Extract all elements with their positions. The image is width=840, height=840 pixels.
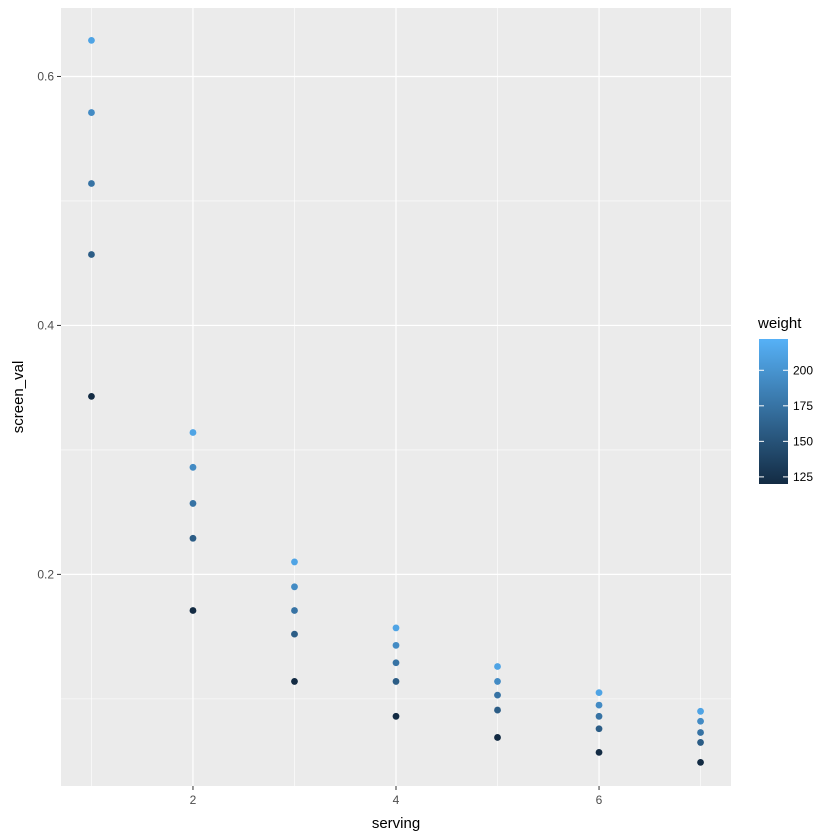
- data-point: [88, 251, 95, 258]
- x-tick-label: 4: [393, 793, 400, 807]
- data-point: [494, 734, 501, 741]
- data-point: [595, 725, 603, 733]
- y-axis-title: screen_val: [10, 361, 27, 434]
- data-point: [189, 607, 197, 614]
- data-point: [291, 630, 298, 638]
- x-tick-label: 6: [596, 793, 603, 807]
- data-point: [697, 729, 704, 736]
- grid-major: [61, 8, 731, 786]
- data-point: [291, 558, 298, 566]
- y-tick-label: 0.2: [37, 567, 54, 581]
- data-point: [392, 712, 400, 720]
- data-point: [392, 678, 400, 685]
- data-points: [88, 36, 704, 766]
- data-point: [392, 659, 400, 667]
- data-point: [189, 463, 197, 471]
- data-point: [392, 624, 400, 632]
- data-point: [595, 701, 603, 709]
- data-point: [595, 748, 603, 756]
- data-point: [189, 429, 197, 436]
- y-tick-label: 0.6: [37, 69, 54, 83]
- legend-ticks: 125 150 175 200: [759, 363, 813, 484]
- x-tick-label: 2: [190, 793, 197, 807]
- data-point: [88, 109, 95, 116]
- data-point: [697, 707, 704, 715]
- data-point: [595, 712, 603, 720]
- data-point: [88, 180, 95, 187]
- data-point: [494, 691, 501, 699]
- data-point: [697, 717, 704, 725]
- data-point: [494, 678, 501, 685]
- legend: weight 125 150 175 200: [757, 315, 813, 484]
- data-point: [494, 706, 501, 714]
- legend-title: weight: [757, 315, 802, 332]
- x-axis-ticks: 2 4 6: [190, 786, 603, 807]
- data-point: [189, 534, 197, 542]
- legend-tick-label: 125: [793, 470, 813, 484]
- legend-tick-label: 200: [793, 363, 813, 377]
- data-point: [291, 607, 298, 614]
- data-point: [88, 392, 95, 400]
- data-point: [595, 689, 603, 697]
- legend-colorbar: [759, 339, 788, 484]
- x-axis-title: serving: [372, 815, 420, 832]
- data-point: [392, 641, 400, 649]
- legend-tick-label: 150: [793, 434, 813, 448]
- data-point: [88, 36, 95, 44]
- data-point: [291, 678, 298, 685]
- data-point: [189, 500, 197, 507]
- data-point: [494, 663, 501, 670]
- y-axis-ticks: 0.2 0.4 0.6: [37, 69, 61, 581]
- data-point: [697, 739, 704, 746]
- legend-tick-label: 175: [793, 399, 813, 413]
- y-tick-label: 0.4: [37, 318, 54, 332]
- data-point: [291, 583, 298, 591]
- data-point: [697, 758, 704, 766]
